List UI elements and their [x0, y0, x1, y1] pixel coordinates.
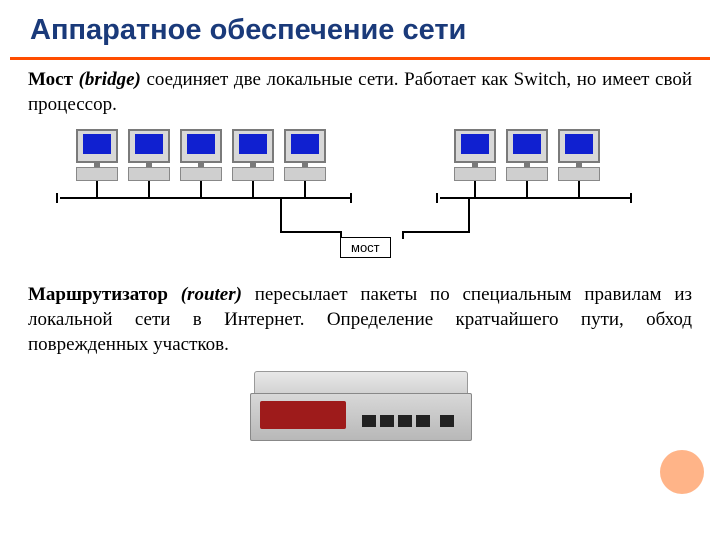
bridge-node: мост	[340, 237, 391, 258]
bridge-link	[402, 231, 404, 239]
bridge-link	[468, 197, 470, 231]
bus-drop	[252, 181, 254, 197]
bus-drop	[96, 181, 98, 197]
bus-drop	[200, 181, 202, 197]
bus-left	[60, 197, 350, 199]
page-title: Аппаратное обеспечение сети	[10, 0, 710, 60]
router-english: (router)	[181, 284, 242, 305]
bus-drop	[526, 181, 528, 197]
pc-icon	[72, 129, 122, 185]
bridge-english: (bridge)	[79, 69, 141, 90]
pc-icon	[502, 129, 552, 185]
lan-right-pcs	[450, 129, 604, 185]
bus-end	[56, 193, 58, 203]
paragraph-bridge: Мост (bridge) соединяет две локальные се…	[0, 60, 720, 125]
bus-end	[436, 193, 438, 203]
pc-icon	[450, 129, 500, 185]
pc-icon	[228, 129, 278, 185]
lan-left-pcs	[72, 129, 330, 185]
router-image	[250, 371, 470, 447]
bus-drop	[578, 181, 580, 197]
bridge-link	[280, 197, 282, 231]
bus-drop	[148, 181, 150, 197]
bridge-diagram: мост	[0, 129, 720, 269]
slide-accent-icon	[660, 450, 704, 494]
bus-drop	[474, 181, 476, 197]
pc-icon	[176, 129, 226, 185]
pc-icon	[554, 129, 604, 185]
bus-end	[630, 193, 632, 203]
paragraph-router: Маршрутизатор (router) пересылает пакеты…	[0, 275, 720, 365]
bridge-term: Мост	[28, 69, 79, 90]
pc-icon	[124, 129, 174, 185]
bus-end	[350, 193, 352, 203]
bridge-link	[280, 231, 340, 233]
pc-icon	[280, 129, 330, 185]
bus-drop	[304, 181, 306, 197]
router-term: Маршрутизатор	[28, 284, 181, 305]
bridge-link	[402, 231, 470, 233]
